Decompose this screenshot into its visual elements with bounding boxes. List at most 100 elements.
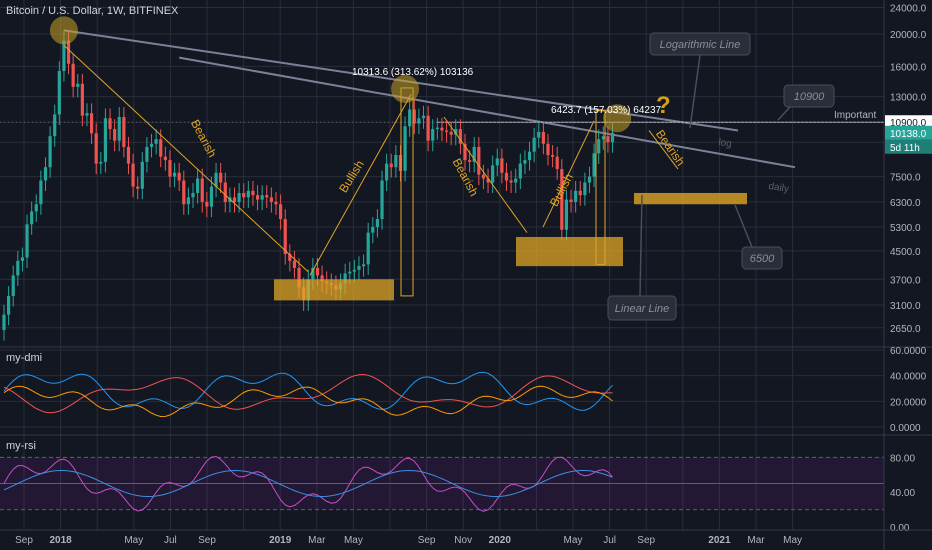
- candle-body: [126, 146, 131, 164]
- time-tick-label: Nov: [454, 535, 472, 546]
- candle-body: [597, 139, 601, 154]
- candle-body: [163, 156, 167, 161]
- candle-body: [53, 114, 57, 137]
- candle-body: [223, 182, 227, 202]
- dmi-minus-line: [3, 373, 613, 414]
- linear-line-callout-text: Linear Line: [615, 303, 669, 315]
- candle-body: [288, 254, 292, 261]
- candle-body: [80, 83, 84, 116]
- candle-body: [57, 71, 61, 115]
- callout-6500-text: 6500: [750, 253, 775, 265]
- candle-body: [145, 146, 149, 162]
- price-tick-label: 24000.0: [890, 3, 927, 14]
- price-tick-label: 2650.0: [890, 324, 921, 335]
- candle-body: [560, 169, 564, 230]
- rsi-label: my-rsi: [6, 440, 36, 452]
- candle-body: [504, 172, 509, 181]
- candle-body: [463, 143, 467, 161]
- last-price-text: 10138.0: [890, 129, 927, 140]
- candle-body: [186, 197, 190, 205]
- linear-trendline: [179, 56, 796, 169]
- candle-body: [196, 178, 200, 193]
- candle-body: [394, 154, 398, 168]
- time-tick-label: May: [124, 535, 143, 546]
- candle-body: [20, 257, 25, 261]
- candle-body: [546, 143, 550, 155]
- trend-arrow: [309, 94, 412, 276]
- candle-body: [357, 266, 361, 270]
- time-tick-label: Sep: [15, 535, 33, 546]
- candle-body: [48, 136, 52, 168]
- candle-body: [154, 139, 158, 144]
- candle-body: [361, 264, 366, 267]
- price-tick-label: 7500.0: [890, 173, 921, 184]
- candle-body: [541, 131, 545, 144]
- candle-body: [274, 201, 278, 205]
- time-tick-label: Sep: [418, 535, 436, 546]
- candle-body: [265, 195, 269, 198]
- callout-10900: [783, 84, 835, 108]
- candle-body: [500, 158, 504, 173]
- candle-body: [527, 151, 532, 161]
- candle-body: [352, 269, 356, 272]
- countdown-text: 5d 11h: [890, 143, 920, 154]
- candle-body: [255, 195, 260, 200]
- candle-body: [43, 167, 48, 181]
- support-box: [516, 236, 623, 267]
- candle-body: [71, 63, 75, 87]
- candle-body: [444, 130, 449, 132]
- daily-label: daily: [768, 181, 790, 195]
- candle-body: [408, 109, 412, 127]
- peak-marker: [603, 104, 632, 133]
- candle-body: [468, 160, 472, 162]
- candle-body: [269, 197, 273, 202]
- candle-body: [555, 156, 559, 170]
- candle-body: [435, 127, 439, 130]
- candle-body: [122, 116, 126, 147]
- candle-body: [292, 260, 297, 268]
- candle-body: [417, 118, 421, 124]
- candle-body: [592, 153, 596, 177]
- candle-body: [426, 115, 430, 141]
- candle-body: [348, 271, 352, 274]
- time-tick-label: Mar: [308, 535, 326, 546]
- callout-pointer: [689, 54, 701, 129]
- candle-body: [283, 219, 287, 255]
- candle-body: [11, 275, 15, 296]
- candle-body: [103, 118, 108, 162]
- candle-body: [85, 113, 89, 116]
- candle-body: [113, 129, 117, 141]
- candle-body: [297, 267, 301, 288]
- trend-arrow: [648, 130, 679, 170]
- candle-body: [491, 165, 495, 183]
- candle-body: [574, 190, 578, 202]
- dmi-tick-label: 60.0000: [890, 346, 927, 357]
- candle-body: [214, 172, 218, 187]
- candle-body: [315, 267, 320, 276]
- candle-body: [191, 192, 195, 198]
- last-price-badge: [885, 125, 932, 140]
- candle-body: [431, 129, 435, 141]
- candle-body: [177, 172, 181, 181]
- price-tick-label: 3100.0: [890, 301, 921, 312]
- candle-body: [458, 129, 462, 144]
- callout-pointer: [734, 204, 753, 248]
- time-tick-label: Mar: [747, 535, 765, 546]
- time-tick-label: Sep: [198, 535, 216, 546]
- rsi-tick-label: 0.00: [890, 523, 910, 534]
- dmi-plus-line: [3, 371, 613, 411]
- candle-body: [131, 163, 135, 187]
- chart-title: Bitcoin / U.S. Dollar, 1W, BITFINEX: [6, 5, 179, 17]
- time-tick-label: May: [783, 535, 802, 546]
- candle-body: [550, 154, 555, 157]
- candle-body: [564, 199, 569, 230]
- candle-body: [62, 40, 66, 72]
- candle-body: [449, 131, 453, 135]
- time-tick-label: Sep: [637, 535, 655, 546]
- price-tick-label: 5300.0: [890, 223, 921, 234]
- trend-arrow: [542, 120, 595, 228]
- rsi-ma-line: [3, 469, 613, 498]
- callout-pointer: [777, 106, 791, 121]
